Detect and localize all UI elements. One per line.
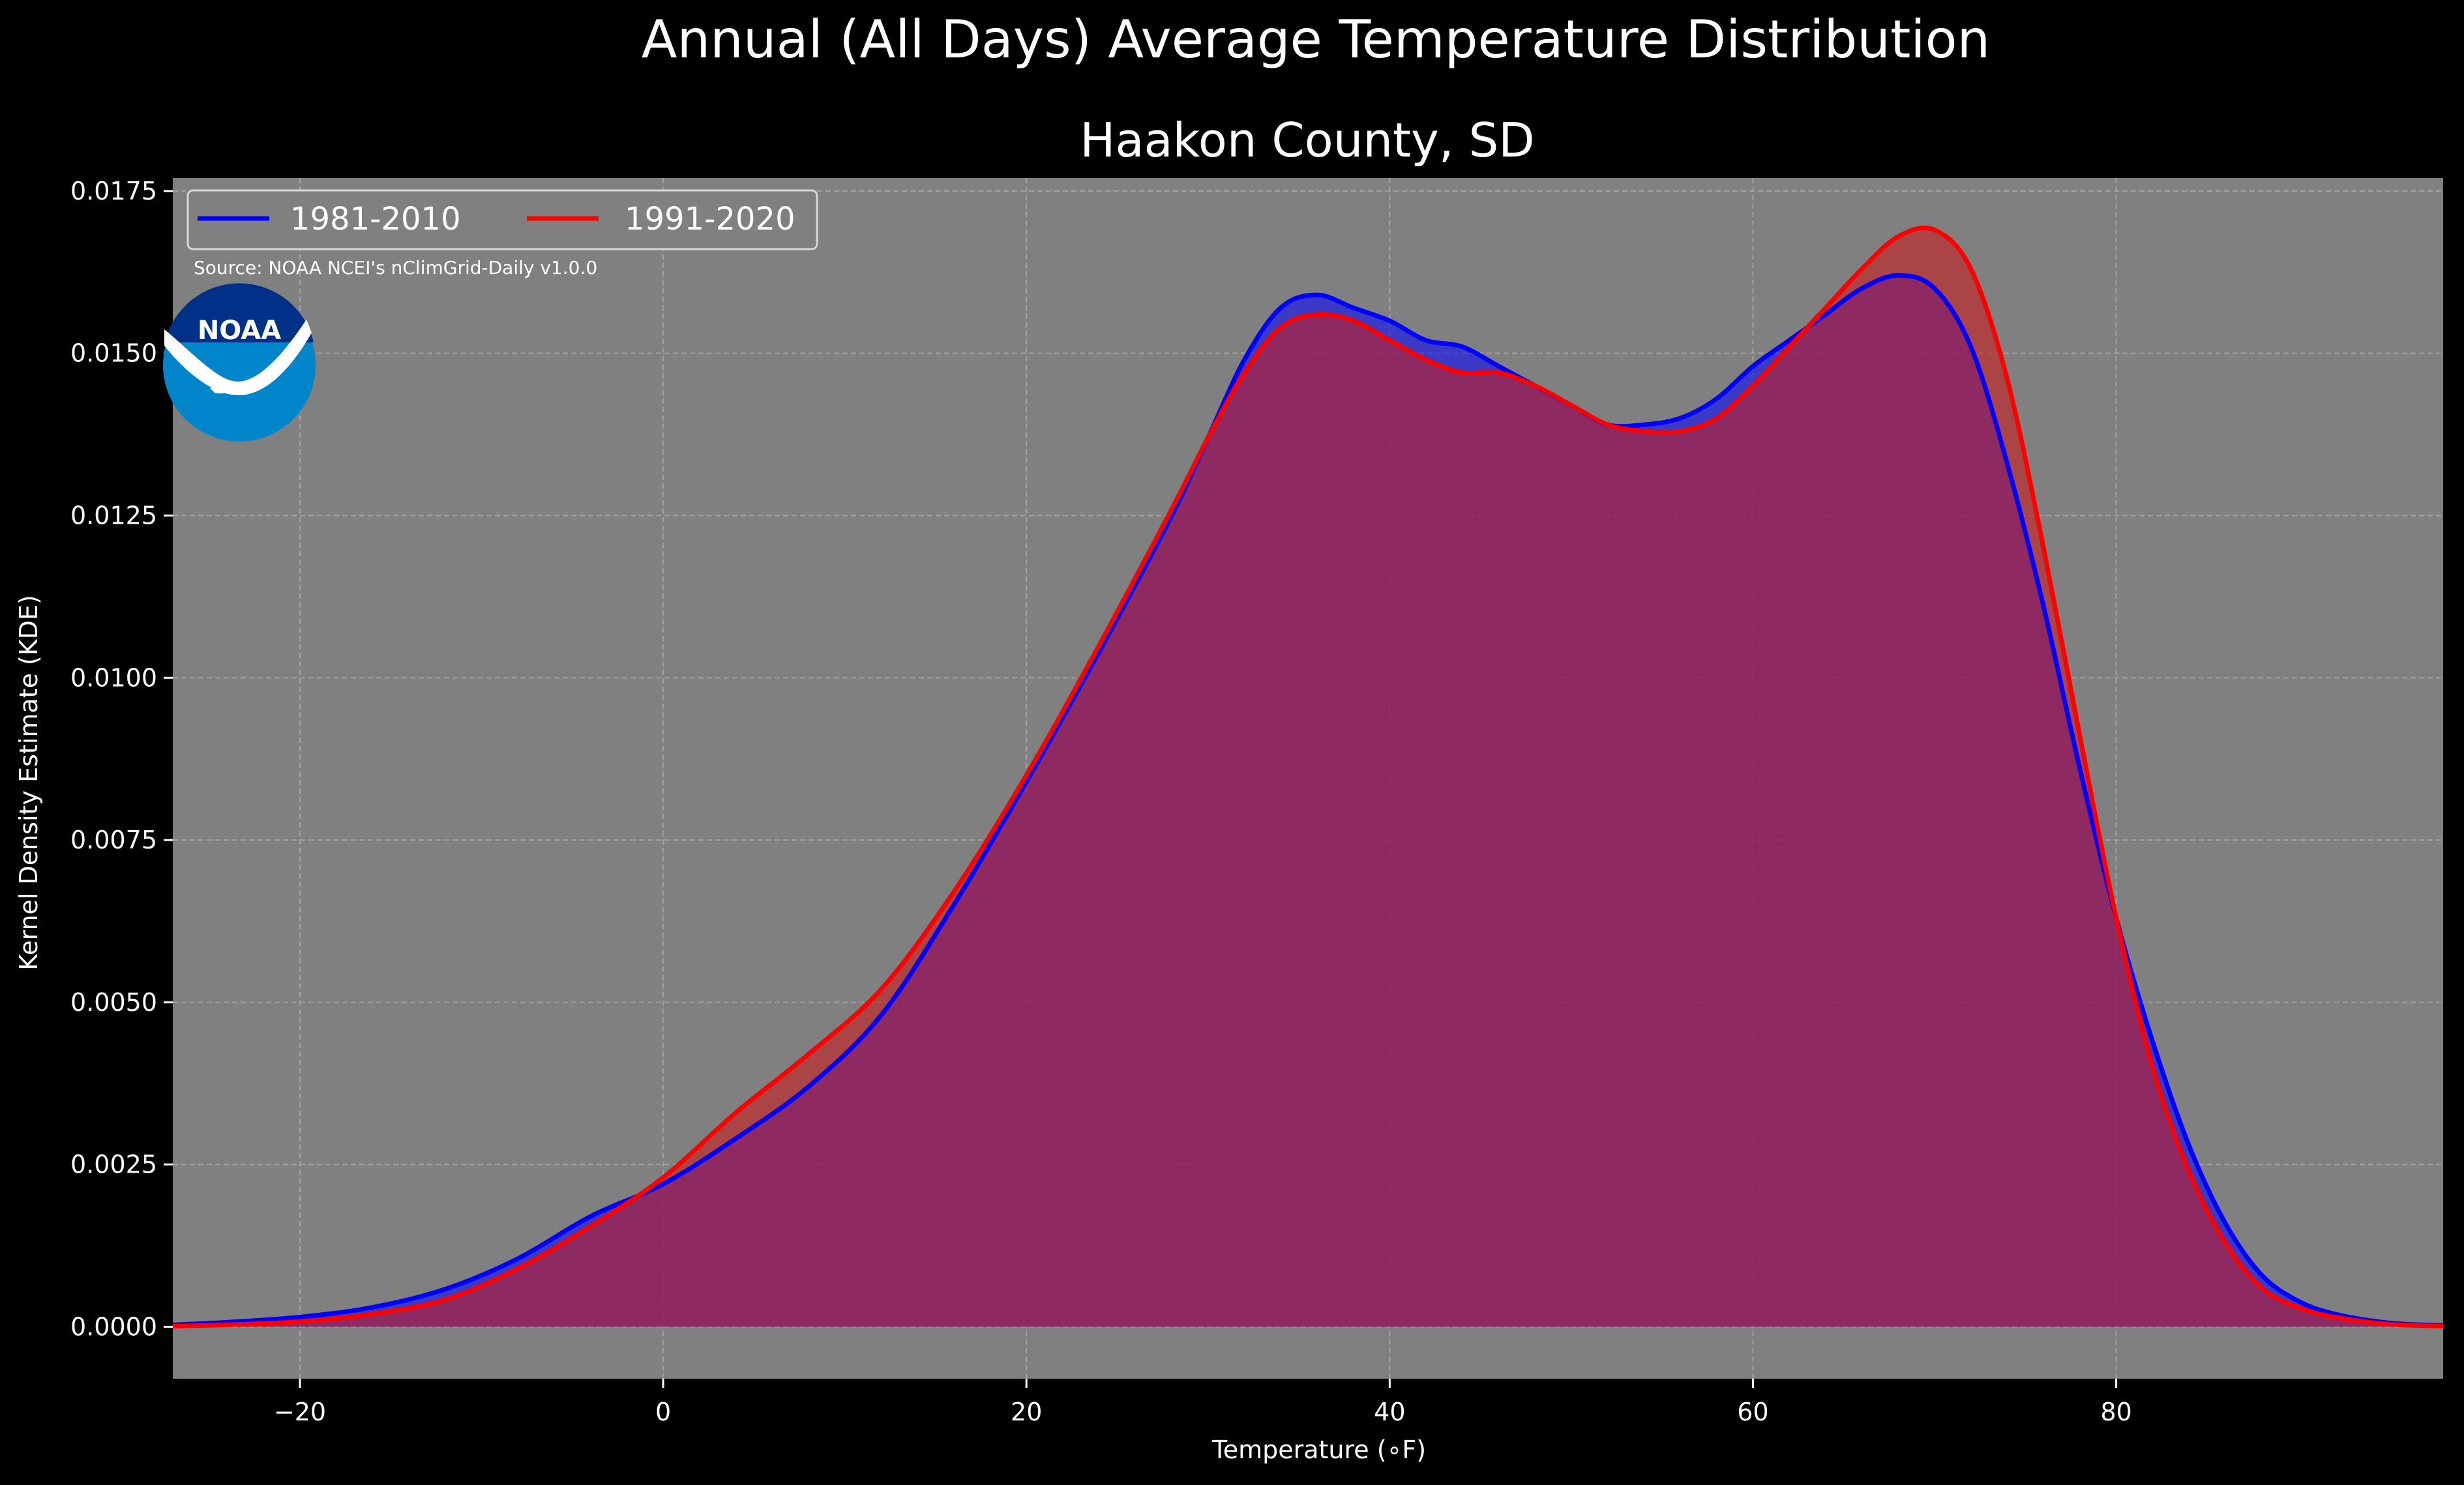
x-tick-label: 80	[2100, 1398, 2131, 1426]
y-tick-label: 0.0175	[70, 177, 157, 205]
noaa-logo-inner-dome	[165, 283, 314, 342]
noaa-logo-gull-wing	[210, 377, 274, 394]
y-axis-label: Kernel Density Estimate (KDE)	[14, 595, 43, 970]
x-tick-label: 20	[1011, 1398, 1042, 1426]
y-tick-label: 0.0050	[70, 988, 157, 1017]
legend-label-1991-2020: 1991-2020	[625, 201, 795, 237]
x-tick-label: 0	[655, 1398, 671, 1426]
legend-box	[186, 189, 818, 250]
y-tick-label: 0.0000	[70, 1312, 157, 1341]
noaa-logo: NOAA	[163, 283, 316, 442]
noaa-logo-text: NOAA	[198, 316, 281, 346]
x-tick-label: −20	[274, 1398, 326, 1426]
series-line-1991-2020	[172, 225, 2444, 1328]
chart-title: Annual (All Days) Average Temperature Di…	[642, 9, 1990, 70]
noaa-logo-gull-shape	[164, 320, 312, 396]
chart-subtitle: Haakon County, SD	[1080, 113, 1534, 168]
y-tick-label: 0.0125	[70, 501, 157, 530]
area-fill-1991-2020	[173, 228, 2443, 1327]
y-tick-label: 0.0025	[70, 1150, 157, 1179]
axes: −20 0 20 40 60 80 0.0000 0.0025 0.0050 0.0075 0.01…	[70, 177, 2132, 1426]
legend: 1981-2010 1991-2020	[186, 189, 818, 250]
legend-label-1981-2010: 1981-2010	[290, 201, 461, 237]
y-tick-label: 0.0150	[70, 339, 157, 368]
y-tick-label: 0.0075	[70, 826, 157, 854]
series-layer	[172, 225, 2444, 1328]
x-tick-label: 40	[1374, 1398, 1405, 1426]
x-axis-label: Temperature (∘F)	[1211, 1435, 1426, 1464]
y-tick-label: 0.0100	[70, 663, 157, 692]
x-tick-label: 60	[1737, 1398, 1768, 1426]
source-annotation: Source: NOAA NCEI's nClimGrid-Daily v1.0…	[194, 257, 597, 278]
